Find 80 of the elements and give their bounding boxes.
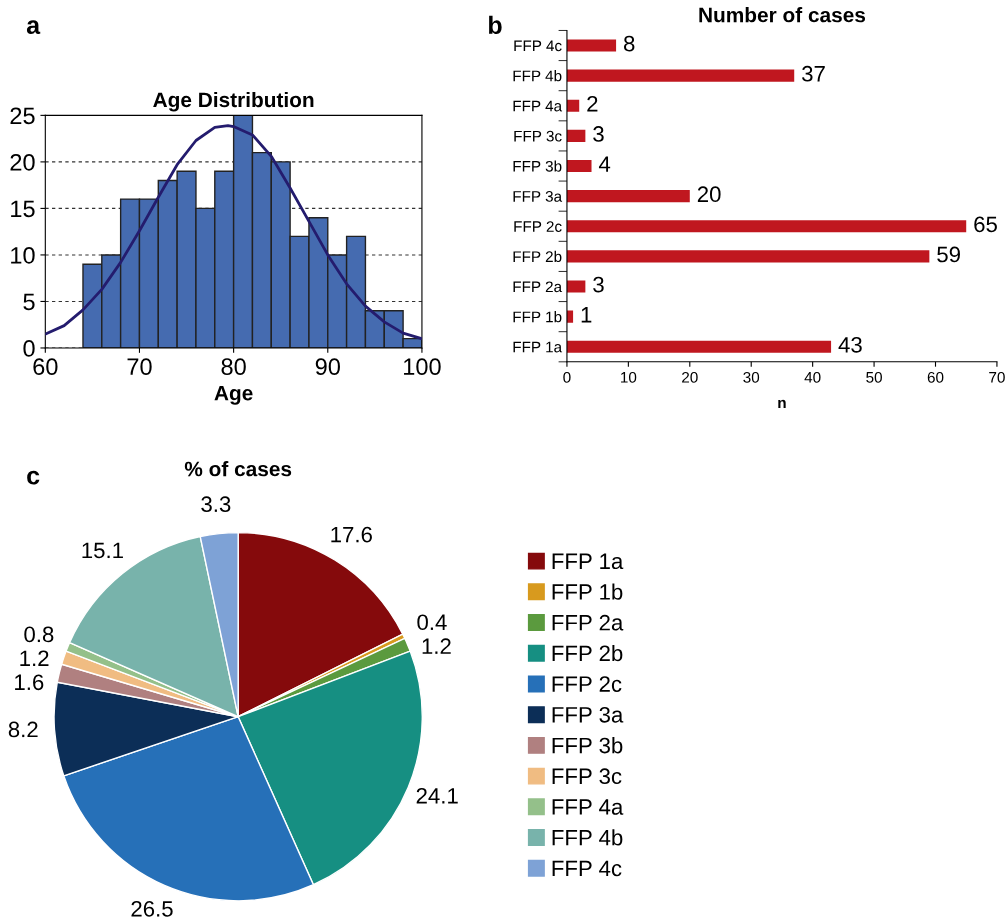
x-tick-label: 70 [989,371,1005,383]
y-tick-label: 10 [11,247,35,264]
y-tick-label: FFP 2c [514,221,562,232]
data-label: 3 [593,276,604,293]
x-tick-label: 60 [33,358,58,376]
x-tick-label: 80 [221,358,246,376]
y-tick-label: FFP 1b [513,311,562,323]
y-tick-label: 5 [23,293,35,311]
data-label: 1.2 [422,638,451,654]
data-label: 4 [598,156,611,172]
x-tick-label: 100 [404,358,441,376]
y-tick-label: FFP 3b [513,160,562,172]
y-tick-label: 20 [10,153,35,171]
x-axis-title: n [778,399,786,408]
x-tick-label: 70 [127,358,152,376]
data-label: 65 [974,216,997,233]
legend-label: FFP 4b [552,829,623,846]
legend-label: FFP 4c [552,860,622,877]
y-tick-label: FFP 4b [513,70,562,82]
y-tick-label: 25 [10,107,35,125]
x-tick-label: 20 [682,371,698,383]
data-label: 59 [937,246,960,263]
bar [566,69,795,82]
chart-title: Age Distribution [153,91,314,112]
chart-title: % of cases [184,461,292,477]
legend-label: FFP 1a [552,553,624,570]
y-tick-label: FFP 2b [513,250,562,263]
bar [566,250,930,263]
y-tick-label: FFP 4c [514,40,562,52]
bar [566,190,690,203]
data-label: 26.5 [131,901,173,917]
data-label: 8.2 [8,721,38,738]
data-label: 43 [838,336,862,353]
legend-label: FFP 3a [552,706,624,723]
data-label: 1.6 [15,674,44,691]
y-tick-label: 0 [23,340,35,357]
data-label: 8 [623,35,635,52]
legend-label: FFP 2c [552,676,622,692]
x-tick-label: 40 [804,371,821,383]
data-label: 1 [581,307,592,323]
data-label: 3 [593,126,604,142]
y-tick-label: FFP 3c [514,130,562,142]
text: b [489,15,502,35]
legend-label: FFP 4a [552,799,624,815]
legend-label: FFP 1b [552,583,623,600]
y-tick-label: 15 [11,200,35,218]
y-tick-label: FFP 2a [513,281,563,293]
x-tick-label: 50 [866,371,882,383]
data-label: 1.2 [20,650,49,666]
x-tick-label: 60 [927,371,944,383]
data-label: 20 [697,186,721,203]
x-tick-label: 0 [563,371,571,383]
bar [566,159,592,173]
y-tick-label: FFP 1a [513,341,563,353]
legend-label: FFP 3b [552,737,623,754]
bar [566,39,617,52]
bar [566,280,586,293]
text: a [26,20,41,35]
x-tick-label: 10 [621,371,637,383]
chart-title: Number of cases [699,7,866,23]
data-label: 2 [587,96,598,112]
x-axis-title: Age [214,385,253,405]
data-label: 0.8 [24,626,54,643]
data-label: 3.3 [201,496,231,513]
data-label: 24.1 [416,787,458,804]
bar [566,129,586,142]
x-tick-label: 90 [315,358,340,376]
data-label: 15.1 [82,542,123,559]
data-label: 17.6 [331,526,372,543]
data-label: 0.4 [417,614,447,631]
y-tick-label: FFP 3a [513,191,563,202]
legend-label: FFP 2b [552,644,623,662]
data-label: 37 [802,65,825,82]
bar [566,220,967,233]
text: c [27,470,40,485]
bar [566,340,832,353]
x-tick-label: 30 [743,371,760,383]
y-tick-label: FFP 4a [513,100,563,112]
legend-label: FFP 2a [552,614,624,631]
legend-label: FFP 3c [552,768,622,785]
